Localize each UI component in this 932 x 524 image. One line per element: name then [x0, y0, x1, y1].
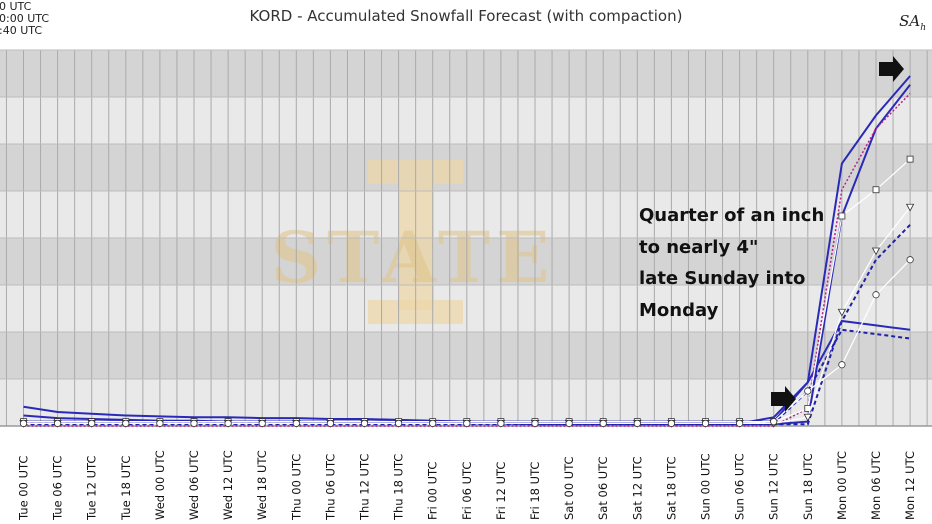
x-tick-label: Tue 12 UTC [85, 456, 99, 521]
data-point-square [838, 212, 846, 220]
data-point-circle [735, 419, 744, 427]
data-point-circle [463, 419, 471, 427]
chart-title: KORD - Accumulated Snowfall Forecast (wi… [249, 7, 683, 25]
x-tick-label: Fri 00 UTC [426, 462, 440, 520]
data-point-square [872, 186, 880, 194]
x-tick-label: Tue 18 UTC [119, 456, 133, 521]
data-point-circle [497, 419, 505, 427]
data-point-circle [906, 256, 914, 264]
sah-logo: SAh [899, 12, 926, 33]
x-tick-label: Sun 00 UTC [699, 453, 713, 520]
data-point-circle [258, 419, 266, 427]
data-point-triangle [871, 247, 881, 256]
data-point-circle [53, 419, 62, 427]
annotation-line: Quarter of an inch [639, 205, 825, 226]
x-tick-label: Wed 00 UTC [153, 450, 167, 520]
plot-band [0, 332, 932, 379]
data-point-circle [292, 419, 300, 427]
data-point-circle [565, 419, 573, 427]
data-point-circle [19, 419, 28, 427]
x-tick-label: Thu 00 UTC [289, 454, 303, 521]
x-tick-label: Tue 06 UTC [51, 456, 65, 521]
x-tick-label: Wed 12 UTC [221, 450, 235, 520]
x-tick-label: Thu 06 UTC [323, 454, 337, 521]
annotation-line: to nearly 4" [639, 236, 759, 258]
data-point-circle [804, 387, 812, 395]
data-point-circle [190, 419, 198, 427]
logo-subscript: h [920, 23, 926, 33]
x-tick-label: Sun 12 UTC [767, 453, 781, 520]
x-tick-label: Sun 18 UTC [801, 453, 815, 520]
data-point-triangle [905, 203, 915, 212]
data-point-triangle [803, 413, 812, 422]
x-tick-label: Sat 12 UTC [630, 456, 644, 520]
x-tick-label: Fri 18 UTC [528, 462, 542, 520]
data-point-circle [838, 361, 846, 369]
x-tick-label: Mon 12 UTC [903, 451, 917, 520]
x-tick-label: Sat 18 UTC [664, 456, 678, 520]
arrow-top-icon [879, 56, 904, 82]
x-tick-label: Sat 06 UTC [596, 456, 610, 520]
x-tick-label: Mon 06 UTC [869, 451, 883, 520]
data-point-circle [633, 419, 641, 427]
x-tick-labels: Tue 00 UTC Tue 06 UTC Tue 12 UTC Tue 18 UTC… [17, 450, 918, 521]
data-point-circle [156, 419, 164, 427]
plot-band [0, 285, 932, 332]
chart-header: 00 UTC00:00 UTC2:40 UTC KORD - Accumulat… [0, 0, 932, 46]
data-point-circle [429, 419, 437, 427]
x-tick-label: Sat 00 UTC [562, 456, 576, 520]
data-point-square [906, 155, 914, 163]
x-tick-label: Tue 00 UTC [17, 456, 31, 521]
x-tick-label: Mon 00 UTC [835, 451, 849, 520]
data-point-triangle [837, 308, 847, 317]
logo-text: SA [899, 12, 921, 30]
plot-band [0, 50, 932, 97]
forecast-annotation: Quarter of an inch to nearly 4" late Sun… [639, 200, 869, 326]
data-point-circle [531, 419, 539, 427]
x-tick-label: Fri 12 UTC [494, 462, 508, 520]
run-time-line: 00:00 UTC [0, 12, 50, 25]
plot-band [0, 191, 932, 238]
x-tick-label: Sun 06 UTC [733, 453, 747, 520]
data-point-circle [667, 419, 676, 427]
run-time-line: 00 UTC [0, 0, 32, 13]
plot-band [0, 97, 932, 144]
data-point-circle [122, 419, 130, 427]
arrow-bottom-icon [771, 386, 796, 412]
data-point-circle [224, 419, 232, 427]
plot-band [0, 238, 932, 285]
arrows [771, 56, 904, 412]
data-point-circle [88, 419, 96, 427]
x-tick-label: Wed 06 UTC [187, 450, 201, 520]
run-time-labels: 00 UTC00:00 UTC2:40 UTC [0, 1, 49, 37]
data-point-circle [770, 418, 778, 426]
annotation-line: late Sunday into [639, 268, 806, 289]
data-point-circle [360, 419, 369, 427]
run-time-line: 2:40 UTC [0, 24, 43, 37]
x-tick-label: Thu 12 UTC [358, 454, 372, 521]
data-point-circle [326, 419, 334, 427]
plot-band [0, 144, 932, 191]
annotation-line: Monday [639, 299, 719, 321]
data-point-circle [599, 419, 607, 427]
data-point-circle [701, 419, 710, 427]
x-tick-label: Thu 18 UTC [392, 454, 406, 521]
series-layer [19, 75, 915, 428]
data-point-circle [872, 291, 880, 299]
x-tick-label: Fri 06 UTC [460, 462, 474, 520]
data-point-circle [394, 419, 403, 427]
x-tick-label: Wed 18 UTC [255, 450, 269, 520]
